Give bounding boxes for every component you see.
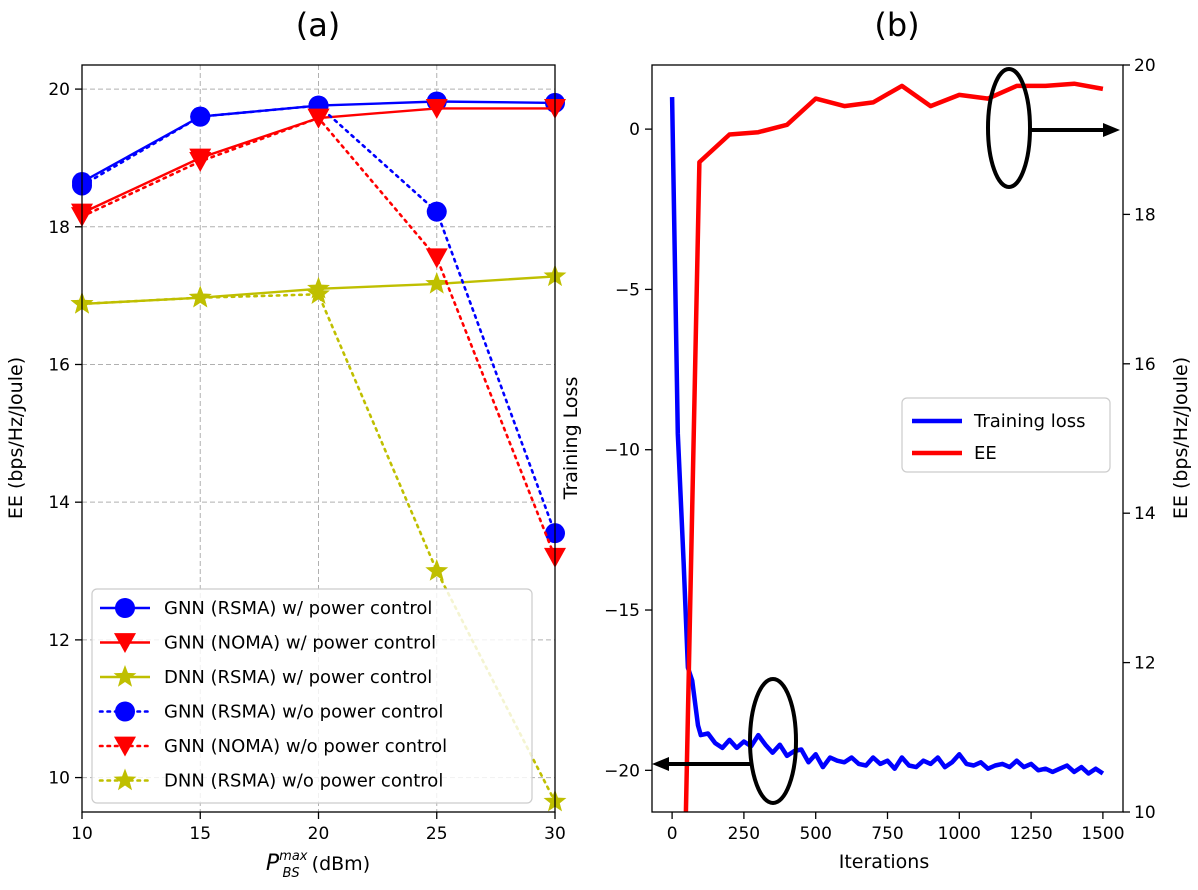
b-x-tick-label-500: 500 [799, 824, 831, 844]
x-tick-label-20: 20 [308, 824, 330, 844]
panel-a-plot-frame [81, 64, 556, 813]
panel-a-x-ticks: 10 15 20 25 30 [71, 812, 566, 844]
panel-b: (b) 0 250 500 750 1000 1250 1500 −20 −15 −10 −5 0 … [560, 6, 1192, 873]
marker-gnn-noma-w-o-power-control-x20 [307, 108, 330, 129]
legend-marker-gnn-noma-w-o-power-control [114, 736, 136, 757]
b-right-y-tick-label-20: 20 [1134, 56, 1156, 76]
x-tick-label-15: 15 [189, 824, 211, 844]
annotation-ellipse-ee [986, 67, 1032, 189]
x-tick-label-10: 10 [71, 824, 93, 844]
legend-label-dnn-rsma-w-power-control: DNN (RSMA) w/ power control [164, 667, 432, 688]
b-legend-box [901, 397, 1111, 473]
marker-gnn-noma-w-o-power-control-x15 [189, 152, 212, 172]
marker-gnn-rsma-w-o-power-control-x15 [190, 106, 211, 127]
legend-label-dnn-rsma-w-o-power-control: DNN (RSMA) w/o power control [164, 771, 443, 792]
b-x-tick-label-250: 250 [728, 824, 760, 844]
panel-b-title: (b) [874, 6, 919, 44]
marker-dnn-rsma-w-o-power-control-x15 [188, 285, 212, 308]
x-tick-label-25: 25 [426, 824, 448, 844]
marker-dnn-rsma-w-power-control-x25 [425, 271, 449, 294]
b-legend-label-training-loss: Training loss [973, 411, 1086, 432]
b-left-y-tick-label--20: −20 [604, 761, 640, 781]
marker-gnn-noma-w-o-power-control-x25 [425, 248, 448, 269]
annotation-ee-right-axis [986, 67, 1120, 189]
b-right-y-tick-label-18: 18 [1134, 205, 1156, 225]
legend-marker-dnn-rsma-w-power-control [113, 665, 137, 687]
panel-a-legend: GNN (RSMA) w/ power control GNN (NOMA) w/… [91, 588, 533, 804]
legend-label-gnn-noma-w-o-power-control: GNN (NOMA) w/o power control [164, 736, 447, 757]
y-tick-label-18: 18 [48, 218, 70, 238]
x-tick-label-30: 30 [544, 824, 566, 844]
marker-gnn-noma-w-power-control-x25 [425, 99, 448, 119]
x-axis-label-superscript: max [279, 849, 308, 864]
marker-dnn-rsma-w-o-power-control-x25 [425, 559, 449, 581]
b-right-y-tick-label-14: 14 [1134, 504, 1156, 524]
legend-marker-gnn-rsma-w-o-power-control [115, 701, 135, 722]
panel-a-y-axis-label: EE (bps/Hz/Joule) [5, 357, 27, 519]
x-axis-label-subscript: BS [283, 866, 300, 881]
b-right-y-tick-label-10: 10 [1134, 803, 1156, 823]
annotation-loss-left-axis [652, 677, 798, 805]
b-right-y-tick-label-16: 16 [1134, 355, 1156, 375]
x-axis-label-base: P [266, 851, 280, 876]
panel-b-x-ticks: 0 250 500 750 1000 1250 1500 [667, 812, 1125, 844]
b-left-y-tick-label--5: −5 [615, 280, 640, 300]
legend-label-gnn-rsma-w-power-control: GNN (RSMA) w/ power control [164, 598, 432, 619]
b-x-tick-label-1000: 1000 [938, 824, 981, 844]
y-tick-label-20: 20 [48, 80, 70, 100]
b-x-tick-label-1250: 1250 [1009, 824, 1052, 844]
line-ee [683, 81, 1104, 812]
panel-b-right-y-ticks: 10 12 14 16 18 20 [1123, 56, 1156, 823]
panel-a-x-axis-label: Pmax BS (dBm) [266, 849, 370, 881]
b-left-y-tick-label--15: −15 [604, 601, 640, 621]
marker-dnn-rsma-w-o-power-control-x20 [307, 282, 330, 304]
panel-b-x-axis-label: Iterations [839, 851, 930, 873]
panel-a-title: (a) [296, 6, 341, 44]
panel-b-series [669, 81, 1105, 812]
panel-b-left-y-axis-label: Training Loss [560, 377, 582, 501]
annotation-arrow-left-head [652, 757, 669, 771]
y-tick-label-16: 16 [48, 355, 70, 375]
legend-marker-gnn-rsma-w-power-control [115, 598, 135, 618]
y-tick-label-10: 10 [48, 769, 70, 789]
panel-a-y-ticks: 10 12 14 16 18 20 [48, 80, 82, 789]
b-x-tick-label-750: 750 [871, 824, 903, 844]
marker-gnn-rsma-w-o-power-control-x25 [426, 201, 447, 222]
b-left-y-tick-label--10: −10 [604, 441, 640, 461]
line-training-loss [669, 97, 1105, 776]
panel-b-left-y-ticks: −20 −15 −10 −5 0 [604, 120, 652, 781]
y-tick-label-14: 14 [48, 493, 70, 513]
annotation-ellipse-loss [748, 677, 798, 805]
b-x-tick-label-1500: 1500 [1081, 824, 1124, 844]
y-tick-label-12: 12 [48, 631, 70, 651]
panel-a: (a) 10 15 20 25 30 10 12 14 16 18 20 EE (bps/Hz/J… [5, 6, 567, 881]
x-axis-label-unit: (dBm) [312, 853, 370, 875]
legend-marker-gnn-noma-w-power-control [114, 633, 136, 653]
annotation-arrow-right-head [1103, 123, 1120, 137]
panel-b-legend: Training loss EE [901, 397, 1111, 473]
legend-label-gnn-rsma-w-o-power-control: GNN (RSMA) w/o power control [164, 702, 443, 723]
legend-box [91, 588, 533, 804]
legend-marker-dnn-rsma-w-o-power-control [113, 768, 137, 791]
b-right-y-tick-label-12: 12 [1134, 654, 1156, 674]
panel-b-right-y-axis-label: EE (bps/Hz/Joule) [1170, 357, 1192, 519]
b-x-tick-label-0: 0 [667, 824, 678, 844]
b-left-y-tick-label-0: 0 [629, 120, 640, 140]
b-legend-label-ee: EE [974, 443, 997, 464]
legend-label-gnn-noma-w-power-control: GNN (NOMA) w/ power control [164, 633, 436, 654]
